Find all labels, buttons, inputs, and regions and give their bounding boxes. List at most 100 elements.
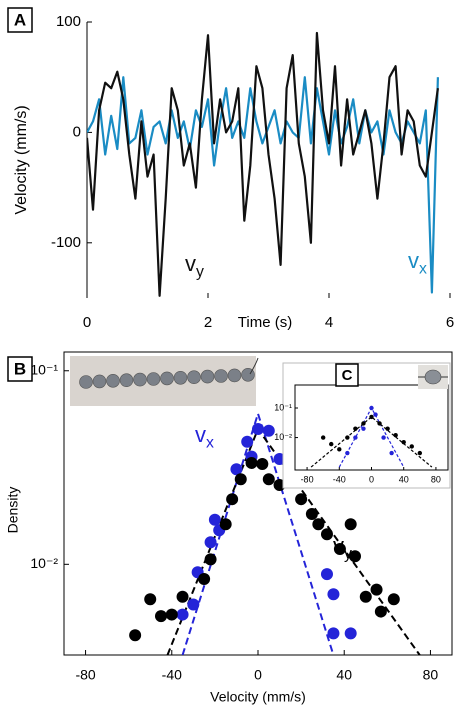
point <box>333 542 346 555</box>
bead <box>227 368 242 383</box>
point <box>361 426 366 431</box>
point <box>387 593 400 606</box>
x-axis-title: Time (s) <box>238 314 292 331</box>
point <box>165 608 178 621</box>
point <box>401 439 406 445</box>
point <box>252 423 264 436</box>
bead <box>92 374 107 389</box>
point <box>129 629 142 642</box>
bead <box>79 375 93 389</box>
point <box>370 583 383 596</box>
point <box>176 590 189 603</box>
series-label: vy <box>185 251 204 281</box>
point <box>234 473 247 486</box>
point <box>344 518 357 531</box>
y-axis-title: Density <box>5 487 21 534</box>
point <box>262 473 275 486</box>
point <box>327 588 340 601</box>
panel-label-box <box>7 356 33 382</box>
point <box>417 450 423 456</box>
point <box>353 426 358 431</box>
point <box>245 456 258 469</box>
x-tick-label: -80 <box>75 667 95 683</box>
x-tick-label: 0 <box>254 667 262 683</box>
point <box>176 608 189 621</box>
series-line <box>87 76 439 294</box>
y-tick-label: -100 <box>51 234 81 251</box>
point <box>155 610 167 623</box>
point <box>361 421 366 426</box>
point <box>295 493 308 506</box>
point <box>349 550 361 563</box>
point <box>144 593 157 606</box>
y-tick-label: 0 <box>73 123 81 140</box>
bead <box>187 370 201 385</box>
y-tick-label: 10⁻² <box>274 432 292 442</box>
point <box>374 605 387 618</box>
point <box>241 435 254 448</box>
point <box>320 568 333 581</box>
x-tick-label: -80 <box>301 474 314 484</box>
point <box>344 627 357 640</box>
panel-label: A <box>14 10 26 29</box>
bead <box>200 369 215 384</box>
point <box>320 435 326 440</box>
point <box>369 405 374 411</box>
fit-line <box>181 410 335 655</box>
panel-label: B <box>14 359 26 378</box>
y-tick-label: 10⁻¹ <box>274 402 292 412</box>
y-tick-label: 10⁻¹ <box>30 361 58 377</box>
point <box>337 447 342 452</box>
series-label: vx <box>195 422 214 452</box>
point <box>377 421 382 426</box>
point <box>226 493 239 506</box>
point <box>409 444 414 449</box>
fit-line <box>310 416 433 468</box>
point <box>359 590 372 603</box>
point <box>230 463 243 476</box>
point <box>345 435 350 440</box>
point <box>381 435 386 440</box>
point <box>345 450 350 456</box>
series-label: vy <box>333 533 352 563</box>
point <box>389 450 394 456</box>
x-tick-label: 80 <box>431 474 441 484</box>
point <box>312 518 325 531</box>
panel-label-box <box>7 7 33 33</box>
series-line <box>87 31 439 297</box>
x-tick-label: 0 <box>83 314 91 331</box>
wire <box>249 357 259 375</box>
y-tick-label: 100 <box>56 13 81 30</box>
point <box>327 627 340 640</box>
x-axis-title: Velocity (mm/s) <box>210 689 306 705</box>
bead <box>214 369 228 383</box>
point <box>353 435 358 440</box>
y-axis-title: Velocity (mm/s) <box>13 105 30 214</box>
inset-bead <box>424 369 442 385</box>
bead <box>160 371 174 386</box>
y-tick-label: 10⁻² <box>30 555 58 571</box>
point <box>373 412 378 417</box>
x-tick-label: -40 <box>333 474 346 484</box>
point <box>320 528 333 541</box>
x-tick-label: 40 <box>336 667 352 683</box>
x-tick-label: 2 <box>204 314 212 331</box>
point <box>198 572 211 585</box>
bead <box>119 373 134 388</box>
panel-label-box <box>335 363 359 387</box>
series-label: vx <box>408 248 427 278</box>
bead <box>173 370 188 385</box>
bead <box>146 372 161 386</box>
x-tick-label: 0 <box>369 474 374 484</box>
bead <box>106 373 120 388</box>
panel-label: C <box>342 367 353 384</box>
point <box>256 457 269 470</box>
point <box>219 518 232 531</box>
point <box>305 507 318 520</box>
point <box>393 433 398 438</box>
point <box>262 424 275 437</box>
point <box>208 513 221 526</box>
x-tick-label: 80 <box>423 667 439 683</box>
x-tick-label: 40 <box>399 474 409 484</box>
